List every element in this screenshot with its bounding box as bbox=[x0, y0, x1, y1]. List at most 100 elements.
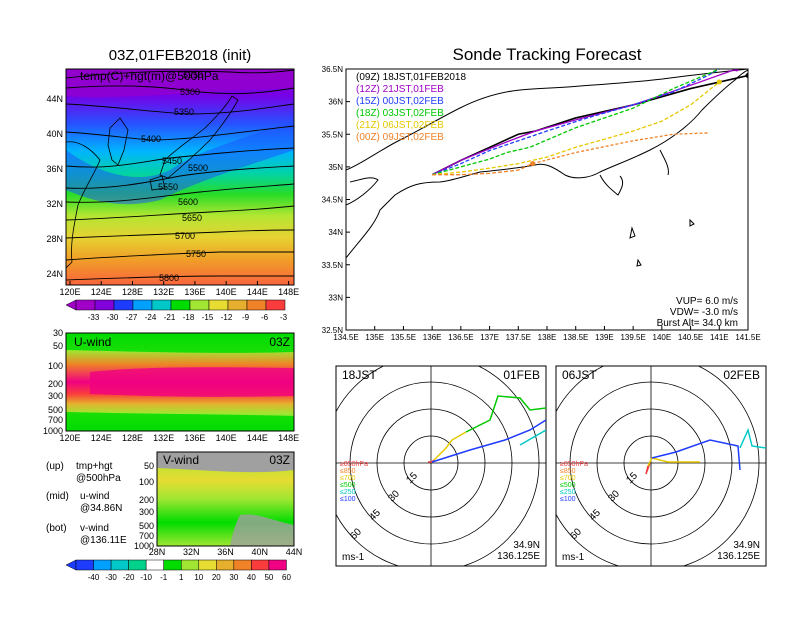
x-tick-label: 132E bbox=[153, 433, 174, 443]
y-tick-label: 32.5N bbox=[322, 326, 344, 335]
hodo-segment-top bbox=[519, 429, 546, 446]
track-line-09Z bbox=[431, 74, 748, 176]
coastline-honshu bbox=[346, 69, 748, 259]
hodo-left-lon: 136.125E bbox=[497, 551, 540, 562]
coastline-korea-japan bbox=[107, 95, 239, 191]
colorbar-label: -33 bbox=[88, 313, 100, 322]
x-tick-label: 40N bbox=[251, 547, 268, 557]
colorbar-label: -15 bbox=[202, 313, 214, 322]
track-end-point bbox=[734, 69, 740, 72]
colorbar-swatch bbox=[151, 299, 172, 311]
legend-entry: (00Z) 09JST,02FEB bbox=[356, 132, 444, 143]
x-tick-label: 120E bbox=[59, 433, 80, 443]
coastline-china bbox=[66, 141, 101, 269]
hodo-left-legend: ≥850hPa ≤850 ≤700 ≤500 ≤250 ≤100 bbox=[340, 461, 368, 503]
colorbar-swatch bbox=[198, 559, 217, 571]
map-y-ticks: 32.5N 33N 33.5N 34N 34.5N 35N 35.5N 36N 36.5N bbox=[322, 65, 350, 335]
track-end-point bbox=[746, 47, 751, 52]
x-tick-label: 136E bbox=[184, 433, 205, 443]
legend-le850: ≤850 bbox=[340, 468, 356, 475]
footnote-bot-level: @136.11E bbox=[80, 535, 127, 546]
x-tick-label: 139E bbox=[595, 333, 614, 342]
track-line-15Z bbox=[431, 69, 721, 176]
legend-le500: ≤500 bbox=[560, 482, 576, 489]
annotation-burst: Burst Alt= 34.0 km bbox=[657, 318, 738, 329]
hodo-right-unit: ms-1 bbox=[562, 552, 585, 563]
contour-label: 5300 bbox=[180, 87, 200, 97]
colorbar-swatch bbox=[132, 299, 153, 311]
colorbar-label: -20 bbox=[123, 573, 135, 582]
x-tick-label: 140E bbox=[653, 333, 672, 342]
temp-title: 03Z,01FEB2018 (init) bbox=[109, 47, 252, 64]
map-x-ticks: 134.5E 135E 135.5E 136E 136.5E 137E 137.5E 138E… bbox=[333, 326, 761, 342]
legend-entry: (09Z) 18JST,01FEB2018 bbox=[356, 72, 466, 83]
colorbar-label: -30 bbox=[107, 313, 119, 322]
coastline-islands bbox=[629, 218, 695, 267]
colorbar-label: -30 bbox=[105, 573, 117, 582]
vwind-lower-grey bbox=[230, 514, 294, 546]
footnotes: (up) tmp+hgt @500hPa (mid) u-wind @34.86… bbox=[46, 461, 127, 546]
colorbar-label: -40 bbox=[88, 573, 100, 582]
y-tick-label: 44N bbox=[46, 94, 63, 104]
colorbar-swatch bbox=[180, 559, 200, 571]
y-tick-label: 300 bbox=[139, 507, 154, 517]
uwind-title: U-wind bbox=[74, 335, 111, 349]
hodo-segment-250 bbox=[465, 395, 546, 433]
uwind-upper-band bbox=[66, 333, 294, 353]
colorbar-swatch bbox=[251, 559, 270, 571]
x-tick-label: 136E bbox=[423, 333, 442, 342]
temp-panel: 03Z,01FEB2018 (init) bbox=[46, 47, 299, 322]
hodo-segment-700 bbox=[433, 439, 453, 461]
legend-le100: ≤100 bbox=[340, 496, 356, 503]
hodograph-left: 18JST 01FEB ≥850hPa ≤850 ≤700 ≤500 ≤250 … bbox=[335, 365, 547, 567]
hodo-segment-500 bbox=[651, 439, 741, 471]
colorbar-swatch bbox=[216, 559, 235, 571]
uwind-max-core bbox=[90, 367, 294, 397]
colorbar-swatch bbox=[93, 559, 112, 571]
hodo-right-lat: 34.9N bbox=[733, 540, 760, 551]
colorbar-swatch bbox=[227, 299, 248, 311]
hodo-right-lon: 136.125E bbox=[717, 551, 760, 562]
contour-label: 5750 bbox=[186, 249, 206, 259]
hodo-right-legend: ≥850hPa ≤850 ≤700 ≤500 ≤250 ≤100 bbox=[560, 461, 588, 503]
coastline-shikoku bbox=[346, 177, 379, 206]
footnote-mid-label: (mid) bbox=[46, 491, 69, 502]
x-tick-label: 132E bbox=[153, 287, 174, 297]
track-end-point bbox=[716, 79, 722, 85]
x-tick-label: 144E bbox=[247, 433, 268, 443]
track-end-point bbox=[745, 73, 748, 79]
colorbar-arrow-left bbox=[65, 559, 77, 571]
colorbar-label: -1 bbox=[160, 573, 168, 582]
x-tick-label: 124E bbox=[91, 433, 112, 443]
y-tick-label: 36.5N bbox=[322, 65, 344, 74]
y-tick-label: 32N bbox=[46, 199, 63, 209]
footnote-mid-value: u-wind bbox=[80, 491, 109, 502]
colorbar-swatch bbox=[75, 559, 94, 571]
legend-entry: (12Z) 21JST,01FEB bbox=[356, 84, 444, 95]
hodo-left-time: 18JST bbox=[342, 368, 377, 382]
x-tick-label: 140E bbox=[216, 287, 237, 297]
contour-label: 5550 bbox=[158, 182, 178, 192]
track-end-point bbox=[530, 161, 536, 167]
hodo-left-lat: 34.9N bbox=[513, 540, 540, 551]
footnote-bot-label: (bot) bbox=[46, 523, 67, 534]
colorbar-swatch bbox=[189, 299, 210, 311]
colorbar-swatch bbox=[208, 299, 229, 311]
x-tick-label: 141E bbox=[710, 333, 729, 342]
y-tick-label: 24N bbox=[46, 269, 63, 279]
x-tick-label: 137.5E bbox=[506, 333, 531, 342]
colorbar-label: 10 bbox=[194, 573, 203, 582]
contour-label: 5350 bbox=[174, 107, 194, 117]
y-tick-label: 500 bbox=[139, 521, 154, 531]
colorbar-arrow-left bbox=[65, 299, 77, 311]
uwind-x-ticks: 120E 124E 128E 132E 136E 140E 144E 148E bbox=[59, 433, 299, 443]
temp-y-ticks: 24N 28N 32N 36N 40N 44N bbox=[46, 94, 63, 279]
map-annotations: VUP= 6.0 m/s VDW= -3.0 m/s Burst Alt= 34… bbox=[657, 296, 738, 329]
colorbar-swatch bbox=[246, 299, 267, 311]
x-tick-label: 28N bbox=[149, 547, 166, 557]
legend-le700: ≤700 bbox=[340, 475, 356, 482]
x-tick-label: 148E bbox=[278, 433, 299, 443]
temp-colorbar: -33 -30 -27 -24 -21 -18 -15 -12 -9 -6 -3 bbox=[65, 299, 288, 322]
x-tick-label: 128E bbox=[122, 433, 143, 443]
